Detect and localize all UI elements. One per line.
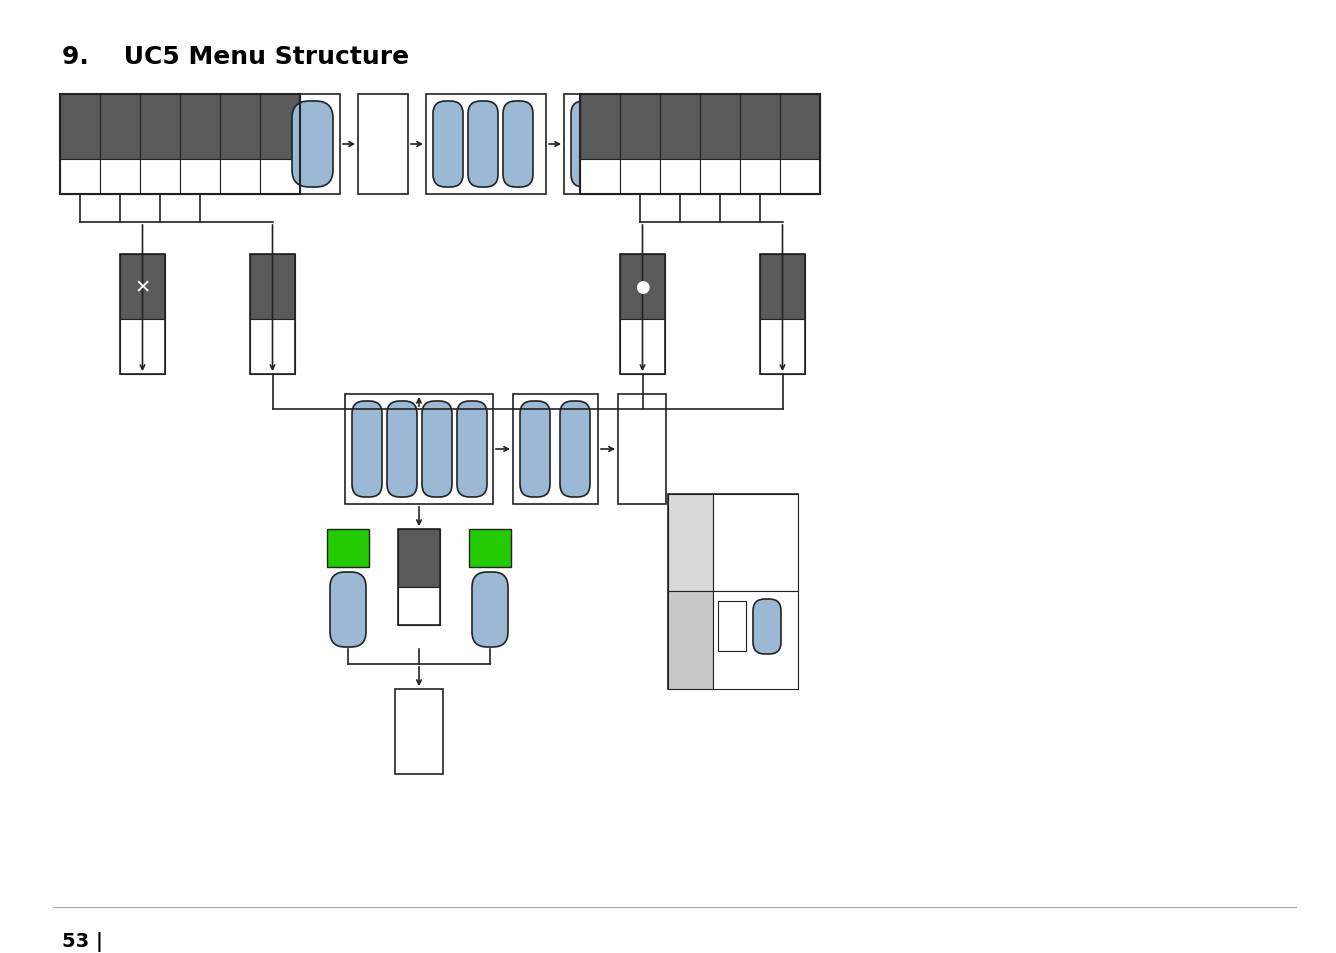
- Bar: [220, 95, 261, 160]
- Bar: [469, 530, 510, 567]
- Bar: [580, 160, 620, 194]
- Bar: [713, 495, 798, 592]
- Text: 53 |: 53 |: [61, 931, 103, 951]
- Bar: [395, 689, 444, 774]
- Bar: [780, 95, 820, 160]
- FancyBboxPatch shape: [570, 102, 601, 188]
- Bar: [250, 254, 295, 319]
- Bar: [120, 254, 166, 375]
- FancyBboxPatch shape: [387, 401, 417, 497]
- Bar: [220, 160, 261, 194]
- Bar: [60, 95, 301, 194]
- Text: ●: ●: [635, 278, 649, 296]
- Bar: [660, 160, 700, 194]
- Bar: [620, 95, 660, 160]
- Bar: [140, 95, 180, 160]
- Bar: [250, 319, 295, 375]
- Bar: [261, 95, 301, 160]
- Bar: [580, 95, 620, 160]
- Text: ✕: ✕: [135, 277, 151, 296]
- FancyBboxPatch shape: [457, 401, 488, 497]
- FancyBboxPatch shape: [608, 102, 639, 188]
- FancyBboxPatch shape: [468, 102, 498, 188]
- Text: 9.    UC5 Menu Structure: 9. UC5 Menu Structure: [61, 45, 409, 69]
- Bar: [261, 160, 301, 194]
- Bar: [740, 95, 780, 160]
- Bar: [100, 160, 140, 194]
- Bar: [660, 95, 700, 160]
- Bar: [120, 319, 166, 375]
- FancyBboxPatch shape: [472, 573, 508, 647]
- FancyBboxPatch shape: [330, 573, 366, 647]
- Bar: [100, 95, 140, 160]
- Bar: [250, 254, 295, 375]
- Bar: [513, 395, 599, 504]
- Bar: [398, 530, 440, 625]
- Bar: [760, 254, 806, 375]
- Bar: [700, 95, 740, 160]
- Bar: [740, 160, 780, 194]
- Bar: [717, 601, 745, 651]
- Bar: [564, 95, 639, 194]
- Bar: [700, 160, 740, 194]
- Bar: [668, 592, 713, 689]
- Bar: [398, 530, 440, 587]
- Bar: [285, 95, 339, 194]
- FancyBboxPatch shape: [293, 102, 333, 188]
- Bar: [180, 95, 220, 160]
- FancyBboxPatch shape: [351, 401, 382, 497]
- Bar: [668, 495, 713, 592]
- Bar: [180, 160, 220, 194]
- FancyBboxPatch shape: [754, 599, 782, 655]
- FancyBboxPatch shape: [520, 401, 550, 497]
- FancyBboxPatch shape: [433, 102, 464, 188]
- FancyBboxPatch shape: [560, 401, 591, 497]
- Bar: [345, 395, 493, 504]
- FancyBboxPatch shape: [422, 401, 452, 497]
- Bar: [620, 160, 660, 194]
- Bar: [580, 95, 820, 194]
- Bar: [780, 160, 820, 194]
- Bar: [620, 254, 665, 375]
- Bar: [760, 254, 806, 319]
- Bar: [620, 319, 665, 375]
- Bar: [620, 254, 665, 319]
- Bar: [120, 254, 166, 319]
- Bar: [713, 592, 798, 689]
- Bar: [760, 319, 806, 375]
- Bar: [140, 160, 180, 194]
- Bar: [327, 530, 369, 567]
- Bar: [60, 95, 100, 160]
- Bar: [358, 95, 407, 194]
- Bar: [668, 495, 798, 689]
- Bar: [426, 95, 546, 194]
- Bar: [398, 587, 440, 625]
- Bar: [60, 160, 100, 194]
- FancyBboxPatch shape: [502, 102, 533, 188]
- Bar: [619, 395, 667, 504]
